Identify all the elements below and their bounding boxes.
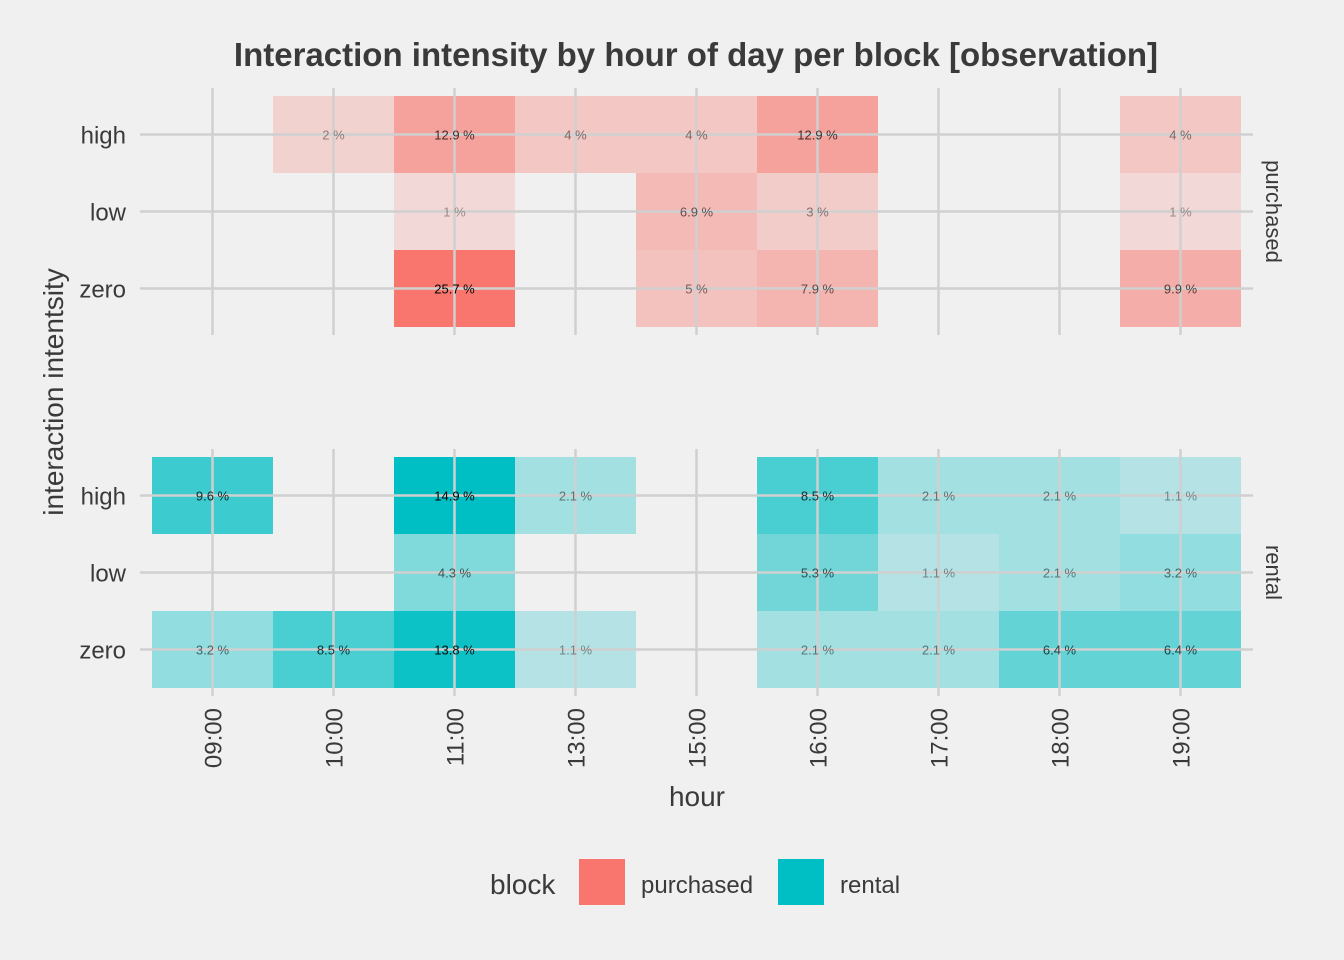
cell-value-label: 7.9 % (801, 282, 835, 297)
cell-value-label: 8.5 % (317, 643, 351, 658)
cell-value-label: 2.1 % (922, 489, 956, 504)
x-tick-label: 19:00 (1169, 708, 1196, 768)
cell-value-label: 5 % (685, 282, 708, 297)
x-tick-label: 18:00 (1048, 708, 1075, 768)
legend-title: block (490, 869, 556, 900)
cell-value-label: 9.9 % (1164, 282, 1198, 297)
panels-group: 2 % 12.9 % 4 % 4 % 12.9 % 4 % 1 % 6.9 % 3 % 1 % 25… (79, 88, 1286, 696)
x-tick-label: 10:00 (322, 708, 349, 768)
legend-swatch-rental (778, 859, 824, 905)
x-tick-label: 15:00 (685, 708, 712, 768)
x-tick-label: 16:00 (806, 708, 833, 768)
facet-strip-label: purchased (1261, 160, 1286, 263)
cell-value-label: 3.2 % (1164, 566, 1198, 581)
legend-label-rental: rental (840, 872, 900, 899)
legend: block purchased rental (490, 859, 900, 905)
cell-value-label: 1.1 % (922, 566, 956, 581)
cell-value-label: 6.4 % (1164, 643, 1198, 658)
cell-value-label: 3.2 % (196, 643, 230, 658)
cell-value-label: 4 % (564, 128, 587, 143)
cell-value-label: 2.1 % (1043, 489, 1077, 504)
cell-value-label: 2 % (322, 128, 345, 143)
x-axis-title: hour (669, 781, 725, 812)
y-tick-label: low (90, 561, 127, 588)
cell-value-label: 4 % (685, 128, 708, 143)
y-tick-label: zero (79, 277, 126, 304)
cell-value-label: 3 % (806, 205, 829, 220)
x-tick-label: 17:00 (927, 708, 954, 768)
cell-value-label: 1.1 % (559, 643, 593, 658)
y-axis-title: interaction intentsity (38, 268, 69, 515)
x-tick-label: 09:00 (201, 708, 228, 768)
panel-rental: 9.6 % 14.9 % 2.1 % 8.5 % 2.1 % 2.1 % 1.1 % 4.3 … (79, 449, 1286, 696)
cell-value-label: 1 % (443, 205, 466, 220)
y-tick-label: low (90, 200, 127, 227)
cell-value-label: 6.4 % (1043, 643, 1077, 658)
panel-purchased: 2 % 12.9 % 4 % 4 % 12.9 % 4 % 1 % 6.9 % 3 % 1 % 25… (79, 88, 1286, 335)
x-tick-labels: 09:00 10:00 11:00 13:00 15:00 16:00 17:00 18:00… (201, 708, 1196, 768)
cell-value-label: 6.9 % (680, 205, 714, 220)
cell-value-label: 9.6 % (196, 489, 230, 504)
cell-value-label: 1 % (1169, 205, 1192, 220)
cell-value-label: 5.3 % (801, 566, 835, 581)
facet-strip-label: rental (1261, 545, 1286, 600)
x-tick-label: 13:00 (564, 708, 591, 768)
x-tick-label: 11:00 (443, 708, 470, 766)
y-tick-label: high (81, 484, 126, 511)
cell-value-label: 13.8 % (434, 643, 475, 658)
chart-title: Interaction intensity by hour of day per… (234, 36, 1158, 73)
cell-value-label: 2.1 % (922, 643, 956, 658)
cell-value-label: 14.9 % (434, 489, 475, 504)
cell-value-label: 12.9 % (797, 128, 838, 143)
cell-value-label: 4 % (1169, 128, 1192, 143)
cell-value-label: 2.1 % (1043, 566, 1077, 581)
cell-value-label: 25.7 % (434, 282, 475, 297)
cell-value-label: 12.9 % (434, 128, 475, 143)
legend-swatch-purchased (579, 859, 625, 905)
cell-value-label: 1.1 % (1164, 489, 1198, 504)
cell-value-label: 2.1 % (801, 643, 835, 658)
cell-value-label: 2.1 % (559, 489, 593, 504)
y-tick-label: high (81, 123, 126, 150)
y-tick-label: zero (79, 638, 126, 665)
cell-value-label: 8.5 % (801, 489, 835, 504)
cell-value-label: 4.3 % (438, 566, 472, 581)
legend-label-purchased: purchased (641, 872, 753, 899)
